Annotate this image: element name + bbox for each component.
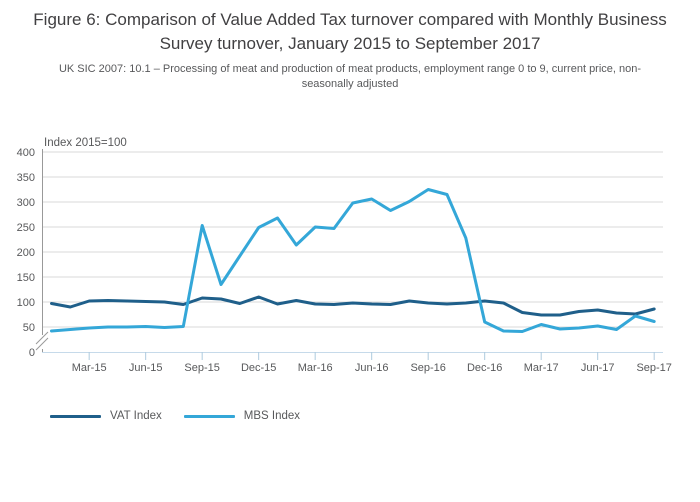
y-tick-label: 150 [17,272,35,284]
figure-header: Figure 6: Comparison of Value Added Tax … [0,8,700,92]
x-tick-label: Mar-15 [72,362,107,374]
x-tick-label: Sep-16 [410,362,445,374]
x-tick-marks [88,352,655,360]
y-tick-labels: 0 50 100 150 200 250 300 350 400 [17,147,35,359]
mbs-index-line [50,188,656,333]
x-tick-labels: Mar-15 Jun-15 Sep-15 Dec-15 Mar-16 Jun-16 Sep-… [72,362,672,374]
y-tick-label: 350 [17,172,35,184]
y-tick-label: 0 [29,347,35,359]
x-tick-label: Jun-15 [129,362,163,374]
x-tick-label: Jun-16 [355,362,389,374]
y-axis-title: Index 2015=100 [44,137,127,149]
vat-index-line [50,295,656,317]
y-tick-label: 200 [17,247,35,259]
x-tick-label: Dec-15 [241,362,276,374]
x-tick-label: Sep-17 [636,362,671,374]
y-tick-label: 250 [17,222,35,234]
x-tick-label: Mar-17 [524,362,559,374]
x-tick-label: Dec-16 [467,362,502,374]
legend-label: VAT Index [110,410,162,422]
series-lines [50,188,656,333]
y-tick-label: 300 [17,197,35,209]
legend-item-vat-index[interactable]: VAT Index [50,410,162,422]
vat-index-line-swatch [50,414,101,418]
x-tick-label: Jun-17 [581,362,615,374]
y-tick-label: 100 [17,297,35,309]
x-tick-label: Sep-15 [184,362,219,374]
legend-item-mbs-index[interactable]: MBS Index [183,410,301,422]
chart-legend: VAT Index MBS Index [50,410,300,422]
figure-subtitle: UK SIC 2007: 10.1 – Processing of meat a… [58,63,642,90]
x-tick-label: Mar-16 [298,362,333,374]
legend-label: MBS Index [243,410,301,422]
figure-title: Figure 6: Comparison of Value Added Tax … [33,10,667,53]
y-tick-label: 50 [23,322,35,334]
y-gridlines [42,151,663,328]
y-axis-break-icon [35,331,49,351]
y-tick-label: 400 [17,147,35,159]
mbs-index-line-swatch [183,414,235,418]
